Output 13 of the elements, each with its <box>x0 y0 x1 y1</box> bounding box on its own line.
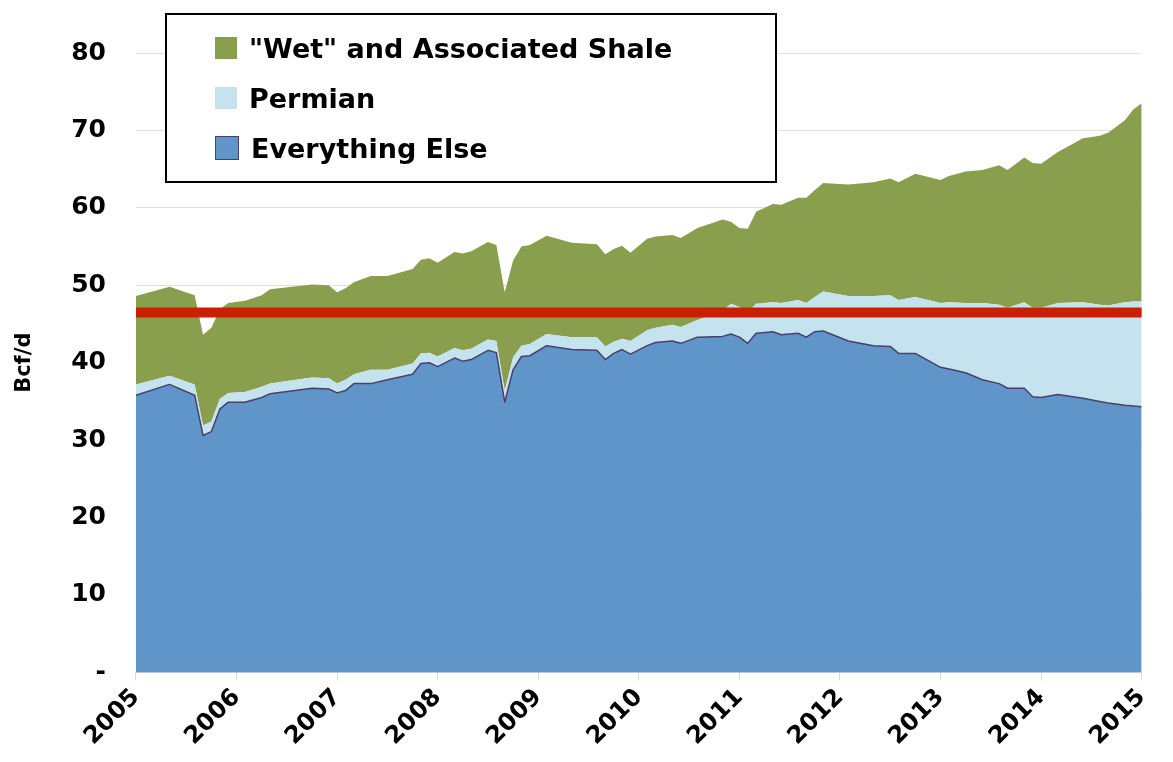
y-tick-label: 40 <box>71 346 106 376</box>
y-tick-label: 30 <box>71 423 106 453</box>
legend-label: Everything Else <box>251 132 488 164</box>
y-tick-label: 20 <box>71 501 106 531</box>
y-axis-title: Bcf/d <box>11 332 36 393</box>
legend-label: "Wet" and Associated Shale <box>249 32 673 64</box>
legend-label: Permian <box>249 82 376 114</box>
y-tick-label: 80 <box>71 36 106 66</box>
y-tick-label: 50 <box>71 268 106 298</box>
y-tick-label: 60 <box>71 191 106 221</box>
y-tick-label: 70 <box>71 113 106 143</box>
y-tick-label: 10 <box>71 578 106 608</box>
y-tick-label: - <box>95 655 106 685</box>
